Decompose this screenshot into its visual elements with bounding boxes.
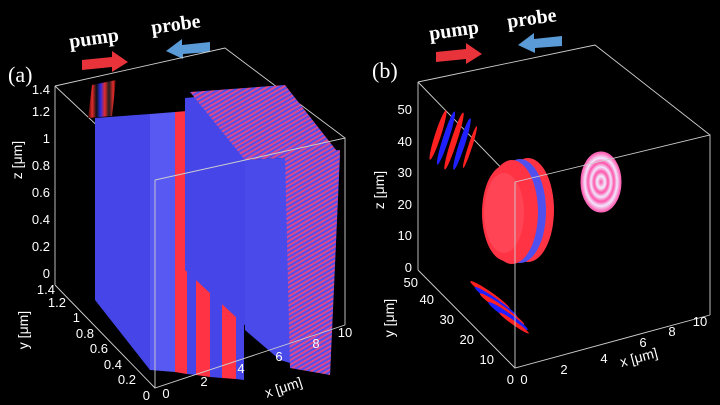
z-tick: 30 — [398, 165, 412, 180]
z-tick: 0.8 — [32, 158, 50, 173]
panel-b-box-edge — [514, 134, 711, 315]
z-tick: 50 — [398, 102, 412, 117]
panel-b-z-axis: z [μm] 0 10 20 30 40 50 — [371, 102, 412, 275]
z-tick: 1.4 — [32, 82, 50, 97]
y-tick: 30 — [440, 312, 454, 327]
panel-b-pump-label: pump — [428, 16, 481, 45]
y-tick: 0.4 — [104, 357, 122, 372]
x-tick: 10 — [338, 325, 352, 340]
panel-b-box-edge — [514, 182, 711, 369]
y-tick: 1 — [73, 310, 80, 325]
x-tick: 8 — [668, 324, 675, 339]
z-tick: 10 — [398, 228, 412, 243]
y-tick: 1.4 — [37, 282, 55, 297]
panel-a-pump-label: pump — [68, 24, 121, 53]
z-tick: 0 — [43, 266, 50, 281]
y-tick: 10 — [480, 352, 494, 367]
z-tick: 0.2 — [32, 239, 50, 254]
y-tick: 0.2 — [118, 372, 136, 387]
y-tick: 0.8 — [76, 326, 94, 341]
y-tick: 20 — [460, 332, 474, 347]
panel-b-pump-disc — [482, 158, 554, 264]
x-tick: 4 — [600, 351, 607, 366]
probe-arrow-icon — [166, 39, 210, 59]
panel-a-target-side — [285, 150, 340, 375]
panel-b-beam-bottom — [470, 281, 529, 334]
panel-b-probe-spot — [581, 152, 621, 212]
z-tick: 0.4 — [32, 212, 50, 227]
panel-a-target-face — [185, 92, 250, 330]
y-tick: 0 — [143, 388, 150, 403]
x-tick: 6 — [275, 349, 282, 364]
panel-b-box-edge — [417, 44, 711, 136]
panel-b-box-edge — [417, 269, 516, 369]
z-axis-label: z [μm] — [9, 141, 25, 179]
panel-a-box-edge — [54, 47, 346, 139]
panel-a-slab-side — [150, 112, 175, 372]
z-axis-label: z [μm] — [371, 171, 387, 209]
x-tick: 2 — [560, 362, 567, 377]
panel-b: (b) pump probe — [371, 4, 711, 387]
z-tick: 0 — [405, 260, 412, 275]
y-tick: 50 — [404, 275, 418, 290]
panel-a-stripe — [175, 111, 187, 374]
z-tick: 20 — [398, 197, 412, 212]
panel-a: (a) pump probe z [μm] 0 — [8, 10, 352, 403]
y-tick: 1.2 — [48, 295, 66, 310]
y-tick: 0.6 — [90, 341, 108, 356]
panel-b-probe-spot-rim — [580, 151, 622, 213]
x-tick: 8 — [312, 336, 319, 351]
z-tick: 1.2 — [32, 104, 50, 119]
z-tick: 40 — [398, 134, 412, 149]
x-tick: 0 — [520, 372, 527, 387]
panel-a-y-axis: y [μm] 0 0.2 0.4 0.6 0.8 1 1.2 1.4 — [15, 282, 150, 403]
y-tick: 40 — [420, 292, 434, 307]
z-tick: 1 — [43, 131, 50, 146]
panel-b-label: (b) — [372, 58, 398, 83]
pump-arrow-icon — [82, 51, 128, 72]
x-axis-label: x [μm] — [263, 374, 304, 401]
panel-a-pump-beam — [88, 80, 116, 118]
x-tick: 6 — [639, 335, 646, 350]
probe-arrow-icon — [518, 33, 562, 53]
panel-b-x-axis: x [μm] 0 2 4 6 8 10 — [520, 314, 707, 387]
y-axis-label: y [μm] — [381, 299, 397, 337]
panel-a-box-edge — [154, 137, 346, 325]
panel-a-target-top — [190, 85, 340, 160]
x-tick: 0 — [162, 386, 169, 401]
panel-a-slab-blue — [95, 114, 150, 370]
panel-b-probe-label: probe — [506, 4, 558, 33]
panel-a-z-axis: z [μm] 0 0.2 0.4 0.6 0.8 1 1.2 1.4 — [9, 82, 50, 281]
y-axis-label: y [μm] — [15, 311, 31, 349]
panel-b-beam-side — [429, 110, 478, 170]
panel-a-label: (a) — [8, 62, 32, 87]
panel-b-y-axis: y [μm] 0 10 20 30 40 50 — [381, 275, 514, 387]
y-tick: 0 — [507, 372, 514, 387]
x-tick: 4 — [237, 361, 244, 376]
x-tick: 10 — [693, 314, 707, 329]
pump-arrow-icon — [436, 43, 482, 64]
panel-a-probe-label: probe — [150, 10, 202, 39]
panel-a-box-edge — [54, 284, 156, 389]
x-tick: 2 — [200, 374, 207, 389]
z-tick: 0.6 — [32, 185, 50, 200]
